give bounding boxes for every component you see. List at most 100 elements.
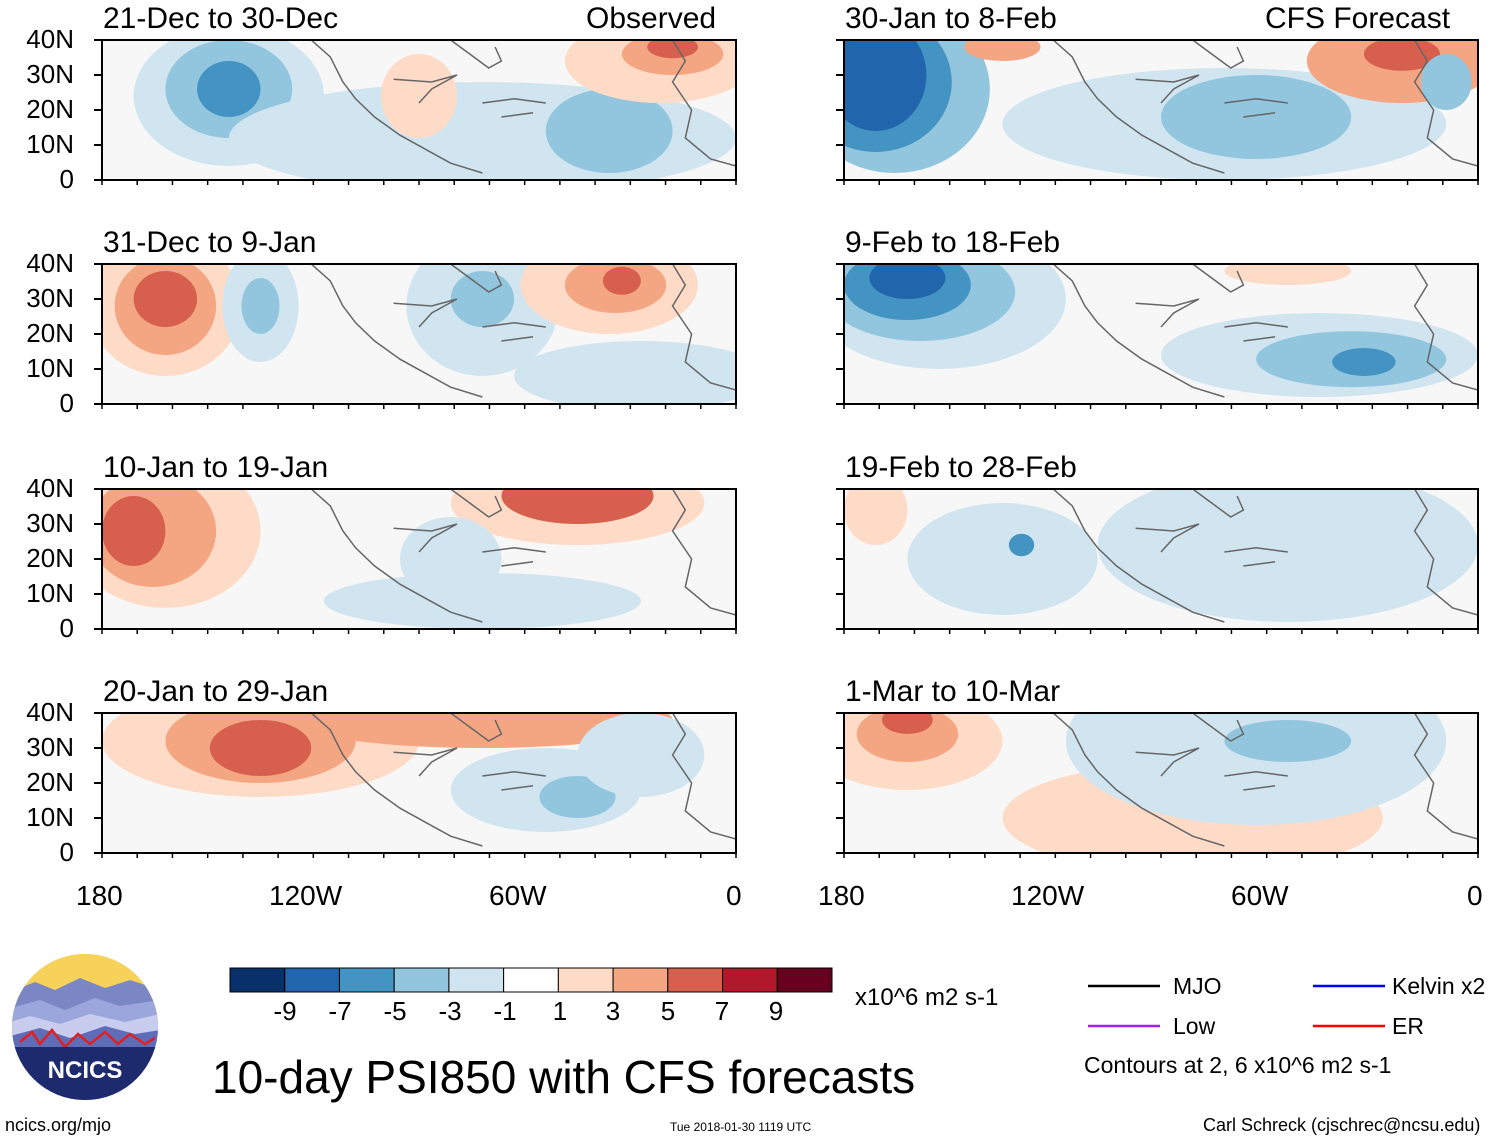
legend	[1088, 984, 1385, 1028]
colorbar-tick: -9	[273, 996, 297, 1026]
anomaly-shading	[380, 54, 458, 138]
lat-label: 20N	[26, 318, 74, 348]
anomaly-shading	[102, 496, 166, 566]
panel-title: 9-Feb to 18-Feb	[845, 226, 1061, 259]
coastline	[310, 40, 736, 174]
lon-label: 120W	[1011, 880, 1085, 911]
colorbar-swatch	[776, 967, 833, 993]
anomaly-shading	[964, 40, 1041, 61]
colorbar-tick: 1	[552, 996, 568, 1026]
colorbar-swatch	[448, 967, 505, 993]
anomaly-shading	[323, 573, 641, 629]
anomaly-shading	[1097, 489, 1478, 622]
legend-low-label: Low	[1173, 1013, 1216, 1039]
lat-label: 30N	[26, 508, 74, 538]
lat-label: 30N	[26, 59, 74, 89]
coastline	[1052, 40, 1478, 174]
map-panel	[94, 263, 737, 409]
anomaly-shading	[1363, 40, 1440, 71]
panel-title: 10-Jan to 19-Jan	[103, 451, 329, 484]
colorbar-swatch	[612, 967, 669, 993]
legend-mjo-label: MJO	[1173, 973, 1222, 999]
colorbar-tick: 7	[714, 996, 730, 1026]
colorbar-swatch	[667, 967, 724, 993]
anomaly-shading	[869, 264, 946, 299]
legend-er-label: ER	[1392, 1013, 1424, 1039]
lon-label: 60W	[1231, 880, 1289, 911]
lat-label: 20N	[26, 767, 74, 797]
map-panel	[836, 263, 1479, 409]
anomaly-shading	[602, 266, 641, 295]
map-panel	[94, 712, 737, 858]
colorbar-tick: -7	[328, 996, 352, 1026]
lat-label: 20N	[26, 543, 74, 573]
colorbar-swatch	[229, 967, 286, 993]
coastline	[310, 489, 736, 623]
anomaly-shading	[907, 503, 1098, 615]
map-panel	[836, 712, 1479, 858]
colorbar-swatch	[722, 967, 778, 993]
coastline	[1052, 264, 1478, 398]
logo-text: NCICS	[48, 1057, 123, 1084]
lon-label: 0	[1467, 880, 1483, 911]
colorbar-tick: -3	[438, 996, 462, 1026]
lon-label: 180	[818, 880, 865, 911]
anomaly-shading	[1224, 720, 1352, 762]
lat-label: 30N	[26, 732, 74, 762]
lat-label: 10N	[26, 353, 74, 383]
lat-label: 30N	[26, 283, 74, 313]
colorbar-swatch	[557, 967, 614, 993]
anomaly-shading	[514, 341, 736, 404]
lon-label: 60W	[489, 880, 547, 911]
lat-label: 10N	[26, 578, 74, 608]
lon-label: 0	[726, 880, 742, 911]
anomaly-shading	[545, 89, 673, 173]
ncics-logo: NCICS	[12, 954, 158, 1100]
anomaly-shading	[577, 713, 705, 797]
footer-timestamp: Tue 2018-01-30 1119 UTC	[670, 1120, 812, 1134]
observed-label: Observed	[586, 2, 717, 35]
map-panel	[836, 488, 1479, 634]
map-panel	[94, 488, 737, 634]
map-panel	[836, 39, 1479, 185]
anomaly-shading	[1008, 533, 1035, 557]
anomaly-shading	[241, 278, 280, 334]
anomaly-shading	[1161, 75, 1352, 159]
anomaly-shading	[844, 489, 908, 545]
lat-label: 40N	[26, 24, 74, 54]
lat-label: 40N	[26, 473, 74, 503]
anomaly-shading	[1420, 54, 1472, 110]
coastline	[310, 713, 736, 847]
colorbar-swatch	[284, 967, 340, 993]
colorbar-tick: 5	[660, 996, 676, 1026]
anomaly-shading	[1332, 348, 1396, 376]
colorbar-tick: -1	[493, 996, 517, 1026]
forecast-label: CFS Forecast	[1265, 2, 1451, 35]
panel-title: 19-Feb to 28-Feb	[845, 451, 1077, 484]
anomaly-shading	[209, 720, 312, 776]
footer-credit: Carl Schreck (cjschrec@ncsu.edu)	[1203, 1115, 1481, 1135]
panel-title: 20-Jan to 29-Jan	[103, 675, 329, 708]
anomaly-shading	[1224, 264, 1352, 285]
coastline	[1052, 489, 1478, 623]
lon-label: 180	[76, 880, 123, 911]
lat-label: 20N	[26, 94, 74, 124]
lat-label: 0	[59, 388, 74, 418]
coastline	[1052, 713, 1478, 847]
anomaly-shading	[647, 40, 698, 59]
panel-title: 31-Dec to 9-Jan	[103, 226, 317, 259]
figure-title: 10-day PSI850 with CFS forecasts	[212, 1051, 916, 1103]
colorbar-swatch	[503, 967, 559, 993]
colorbar-units: x10^6 m2 s-1	[855, 984, 999, 1011]
lon-label: 120W	[269, 880, 343, 911]
panel-title: 21-Dec to 30-Dec	[103, 2, 339, 35]
footer-url[interactable]: ncics.org/mjo	[5, 1115, 112, 1135]
colorbar-swatch	[338, 967, 395, 993]
lat-label: 0	[59, 613, 74, 643]
anomaly-shading	[882, 713, 933, 734]
anomaly-shading	[844, 40, 927, 131]
colorbar-swatch	[393, 967, 450, 993]
map-panel	[94, 39, 737, 185]
anomaly-shading	[292, 713, 673, 748]
